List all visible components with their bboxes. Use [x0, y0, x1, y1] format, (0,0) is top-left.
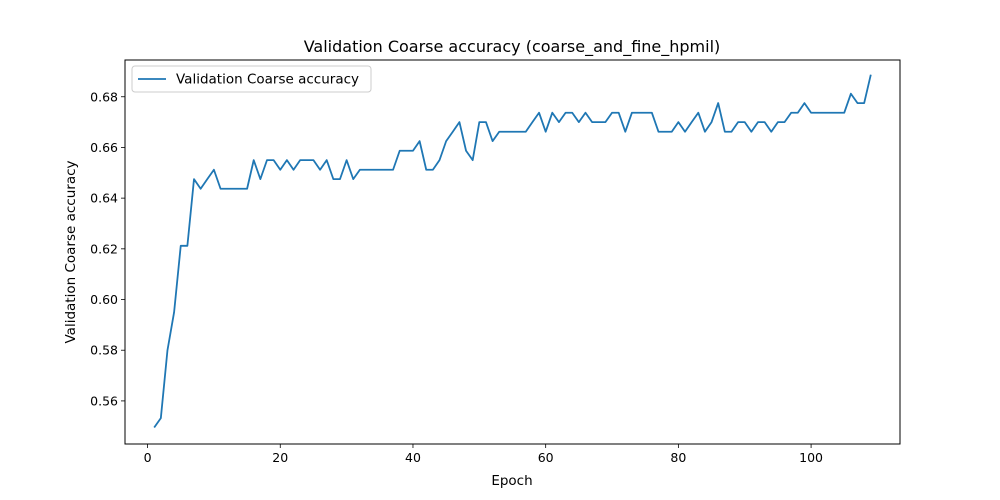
x-tick-label: 20: [272, 450, 288, 465]
x-tick-label: 0: [144, 450, 152, 465]
chart-title: Validation Coarse accuracy (coarse_and_f…: [304, 37, 721, 57]
y-tick-label: 0.58: [90, 343, 118, 358]
series-layer: [153, 74, 872, 429]
y-tick-label: 0.62: [90, 241, 118, 256]
legend-box: [131, 65, 372, 93]
x-tick-label: 80: [670, 450, 686, 465]
x-axis-label: Epoch: [491, 473, 532, 489]
y-tick-label: 0.64: [90, 191, 118, 206]
series-line-0: [153, 74, 872, 429]
y-tick-label: 0.60: [90, 292, 118, 307]
x-tick-label: 60: [538, 450, 554, 465]
y-axis-label: Validation Coarse accuracy: [63, 160, 79, 343]
x-tick-label: 40: [405, 450, 421, 465]
x-tick-label: 100: [799, 450, 823, 465]
y-tick-label: 0.56: [90, 393, 118, 408]
axis-ticks: 0 20 40 60 80 100 0.56 0.58 0.60 0.62 0.64 0.66 0.68: [90, 89, 823, 465]
legend: Validation Coarse accuracy: [131, 65, 372, 93]
y-tick-label: 0.68: [90, 89, 118, 104]
y-tick-label: 0.66: [90, 140, 118, 155]
plot-frame: [124, 59, 901, 445]
legend-label: Validation Coarse accuracy: [176, 72, 359, 88]
